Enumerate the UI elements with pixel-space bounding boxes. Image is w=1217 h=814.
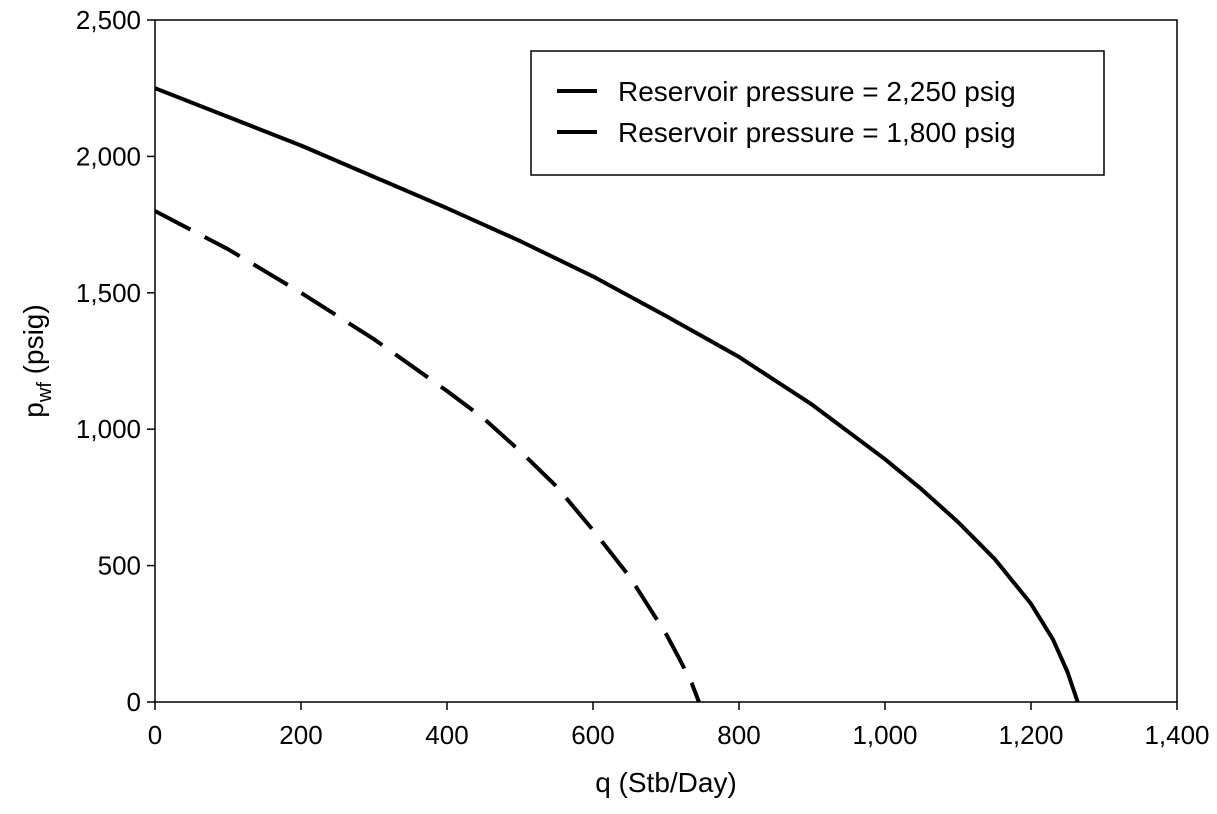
legend: Reservoir pressure = 2,250 psig Reservoi…	[530, 50, 1105, 176]
plot-frame	[154, 19, 1178, 703]
ticks-layer: 0 200 400 600 800 1,000 1,200 1,400 0 500 1,000 1,5…	[76, 5, 1210, 750]
y-axis-title-base: p	[18, 402, 49, 418]
x-tick-label: 200	[279, 720, 322, 750]
x-tick-label: 800	[717, 720, 760, 750]
y-tick-label: 500	[98, 551, 141, 581]
x-tick-label: 400	[425, 720, 468, 750]
y-axis-title-suffix: (psig)	[18, 304, 49, 382]
x-tick-label: 600	[571, 720, 614, 750]
x-tick-label: 0	[148, 720, 162, 750]
x-tick-label: 1,400	[1144, 720, 1209, 750]
y-tick-label: 0	[127, 687, 141, 717]
y-axis-title-subscript: wf	[34, 382, 56, 403]
x-axis-title: q (Stb/Day)	[595, 767, 737, 798]
x-tick-label: 1,200	[998, 720, 1063, 750]
legend-label-series-2: Reservoir pressure = 1,800 psig	[618, 117, 1016, 148]
y-tick-label: 1,500	[76, 278, 141, 308]
series-line-1	[154, 86, 1080, 703]
series-line-2	[154, 209, 701, 703]
y-tick-label: 1,000	[76, 414, 141, 444]
legend-label-series-1: Reservoir pressure = 2,250 psig	[618, 76, 1016, 107]
x-tick-label: 1,000	[852, 720, 917, 750]
plot-area	[154, 19, 1178, 703]
y-tick-label: 2,500	[76, 5, 141, 35]
y-axis-title: pwf (psig)	[18, 304, 56, 417]
y-tick-label: 2,000	[76, 141, 141, 171]
series-layer	[154, 86, 1080, 703]
legend-box	[530, 50, 1105, 176]
